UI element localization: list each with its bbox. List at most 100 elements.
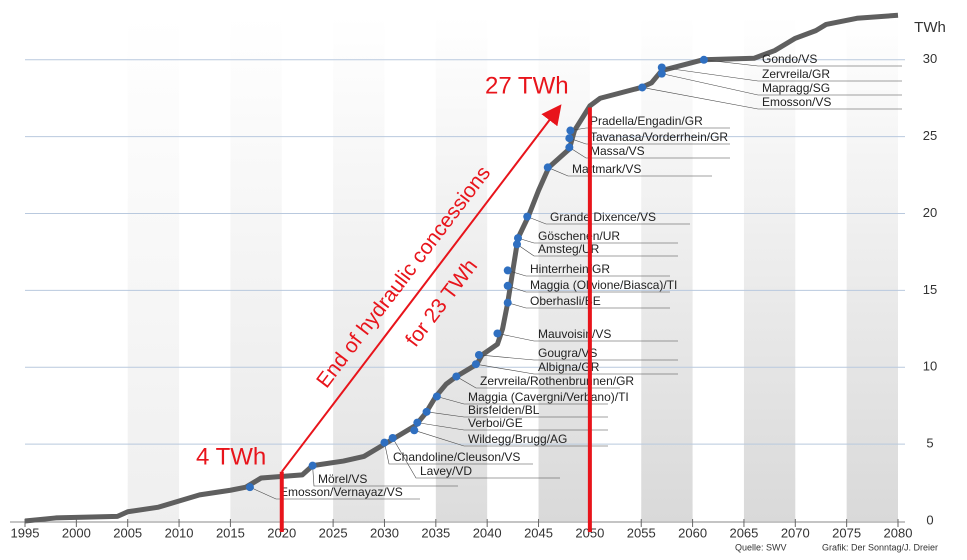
- plant-dot: [503, 281, 512, 290]
- annotation: 4 TWh: [196, 443, 266, 470]
- plant-label: Birsfelden/BL: [468, 403, 540, 417]
- plant-label: Emosson/VS: [762, 95, 831, 109]
- x-tick-label: 2020: [267, 525, 296, 540]
- grid: [10, 59, 905, 527]
- unit-label: TWh: [914, 19, 946, 36]
- leader-line: [547, 167, 712, 177]
- band: [333, 16, 385, 521]
- x-tick-label: 2065: [729, 525, 758, 540]
- plant-dot: [512, 240, 521, 249]
- plant-dot: [471, 360, 480, 369]
- x-tick-label: 2075: [832, 525, 861, 540]
- x-tick-label: 2005: [113, 525, 142, 540]
- plant-dot: [657, 69, 666, 78]
- plant-label: Massa/VS: [590, 144, 645, 158]
- plant-dot: [523, 212, 532, 221]
- y-tick-label: 0: [926, 512, 933, 527]
- y-tick-label: 15: [923, 282, 937, 297]
- line: [24, 12, 899, 524]
- leader-line: [642, 87, 902, 110]
- source: Quelle: SWV: [735, 542, 787, 552]
- x-tick-label: 2070: [781, 525, 810, 540]
- leader-line: [392, 437, 560, 479]
- leader-line: [478, 354, 678, 361]
- leader-line: [475, 363, 678, 375]
- leader-line: [661, 73, 902, 96]
- plant-dot: [380, 438, 389, 447]
- leader-line: [661, 67, 902, 82]
- y-tick-label: 5: [926, 436, 933, 451]
- plant-label: Albigna/GR: [538, 360, 600, 374]
- plant-label: Maggia (Olivione/Biasca)/TI: [530, 278, 677, 292]
- leader-line: [312, 465, 458, 487]
- plant-dot: [503, 266, 512, 275]
- leader-line: [569, 137, 730, 145]
- arrow: [280, 104, 562, 473]
- band: [846, 16, 898, 521]
- plant-dot: [638, 83, 647, 92]
- leader-line: [249, 486, 420, 500]
- leader-line: [516, 244, 678, 257]
- plant-dot: [699, 55, 708, 64]
- band: [641, 16, 693, 521]
- leader-line: [417, 422, 608, 431]
- y-tick-label: 30: [923, 51, 937, 66]
- leader-line: [527, 216, 690, 225]
- leader-line: [570, 127, 730, 131]
- plant-label: Amsteg/UR: [538, 242, 600, 256]
- plant-label: Chandoline/Cleuson/VS: [393, 450, 520, 464]
- bands: [127, 16, 898, 521]
- plant-label: Zervreila/GR: [762, 67, 830, 81]
- band: [127, 16, 180, 521]
- x-tick-label: 2015: [216, 525, 245, 540]
- x-tick-label: 2080: [884, 525, 913, 540]
- leader-line: [507, 302, 670, 309]
- y-tick-label: 25: [923, 128, 937, 143]
- x-tick-label: 2060: [678, 525, 707, 540]
- leader-line: [414, 430, 608, 447]
- band: [230, 16, 282, 521]
- annotation: 27 TWh: [485, 72, 569, 99]
- x-tick-label: 2025: [319, 525, 348, 540]
- leader-line: [569, 147, 730, 159]
- leader-line: [497, 333, 678, 342]
- x-tick-label: 2045: [524, 525, 553, 540]
- source: Grafik: Der Sonntag/J. Dreier: [822, 542, 938, 552]
- plant-label: Maggia (Cavergni/Verbano)/TI: [468, 390, 629, 404]
- leader-line: [456, 376, 620, 389]
- plant-dot: [410, 426, 419, 435]
- y-tick-label: 10: [923, 359, 937, 374]
- plant-label: Gondo/VS: [762, 52, 817, 66]
- leader-line: [507, 285, 670, 293]
- plant-dot: [493, 329, 502, 338]
- plant-dot: [474, 350, 483, 359]
- plant-label: Emosson/Vernayaz/VS: [280, 485, 403, 499]
- plant-label: Wildegg/Brugg/AG: [468, 432, 567, 446]
- plant-label: Grande Dixence/VS: [550, 210, 656, 224]
- plant-dot: [565, 143, 574, 152]
- leader-line: [703, 59, 902, 67]
- leader-line: [517, 237, 678, 244]
- plant-dot: [388, 433, 397, 442]
- x-tick-label: 2055: [627, 525, 656, 540]
- plant-dot: [432, 392, 441, 401]
- plant-label: Mapragg/SG: [762, 81, 830, 95]
- x-tick-label: 2040: [473, 525, 502, 540]
- band: [435, 16, 488, 521]
- band: [743, 16, 796, 521]
- leader-line: [426, 411, 608, 418]
- plant-label: Göschenen/UR: [538, 229, 620, 243]
- x-tick-label: 2035: [421, 525, 450, 540]
- plant-label: Gougra/VS: [538, 346, 597, 360]
- plant-label: Tavanasa/Vorderrhein/GR: [590, 130, 728, 144]
- plant-label: Mörel/VS: [318, 472, 367, 486]
- leader-line: [507, 270, 670, 277]
- x-tick-label: 2000: [62, 525, 91, 540]
- plant-dot: [543, 163, 552, 172]
- x-tick-label: 2010: [165, 525, 194, 540]
- plant-dot: [245, 483, 254, 492]
- x-tick-label: 1995: [11, 525, 40, 540]
- plant-dot: [308, 461, 317, 470]
- plant-dot: [422, 407, 431, 416]
